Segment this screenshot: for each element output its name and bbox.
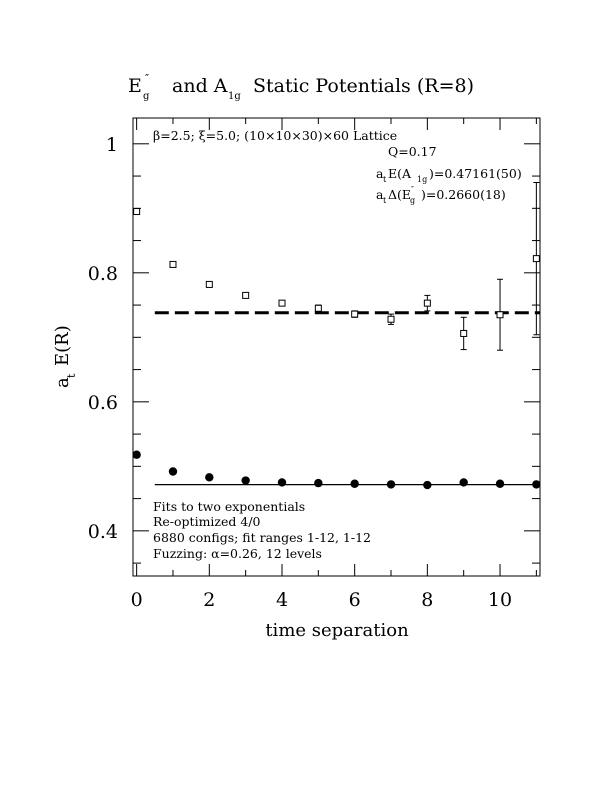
x-tick-label: 4: [276, 589, 288, 611]
data-point-square: [460, 329, 468, 337]
axis-tick-labels: 0 2 4 6 8 10 0.4 0.6 0.8 1: [88, 134, 512, 611]
data-point-square: [496, 311, 504, 319]
title-a: and A: [172, 75, 228, 97]
data-point-circle: [132, 450, 141, 459]
data-point-circle: [168, 467, 178, 476]
y-label-rest: E(R): [52, 325, 73, 366]
data-point-square: [242, 291, 250, 299]
y-label-sub: t: [65, 373, 78, 378]
data-point-square: [532, 255, 540, 263]
data-point-square: [387, 315, 395, 323]
data-point-circle: [459, 478, 468, 487]
data-point-square: [314, 304, 322, 312]
data-point-circle: [532, 480, 541, 489]
data-point-square: [278, 299, 286, 307]
annotation-energy-sub-1g: 1g: [417, 175, 427, 184]
y-label-a: a: [52, 377, 73, 388]
x-tick-label: 10: [488, 589, 512, 611]
y-tick-label: 0.6: [88, 392, 118, 414]
title-rest: Static Potentials (R=8): [253, 75, 474, 97]
data-point-square: [205, 280, 213, 288]
y-axis-label: a t E(R): [52, 325, 78, 388]
annotation-gap-mid: Δ(E: [388, 187, 411, 202]
annotations-top: β=2.5; ξ=5.0; (10×10×30)×60 Lattice Q=0.…: [153, 128, 522, 205]
data-point-square: [351, 310, 359, 318]
data-point-circle: [205, 473, 214, 482]
title-e-sup: ″: [145, 72, 149, 85]
y-tick-label: 1: [106, 134, 118, 156]
x-tick-label: 8: [421, 589, 433, 611]
annotation-gap-a: a: [376, 187, 384, 202]
fit-note-2: Re-optimized 4/0: [153, 514, 261, 529]
data-point-circle: [277, 478, 287, 487]
data-point-square: [169, 260, 177, 268]
y-tick-label: 0.8: [88, 263, 118, 285]
plot-frame: [132, 117, 541, 577]
axis-ticks: [133, 118, 540, 576]
annotation-energy-value: )=0.47161(50): [429, 166, 522, 181]
fit-note-3: 6880 configs; fit ranges 1-12, 1-12: [153, 530, 371, 545]
data-point-circle: [241, 476, 250, 485]
fit-lines: [154, 311, 540, 486]
annotation-lattice: β=2.5; ξ=5.0; (10×10×30)×60 Lattice: [153, 128, 397, 143]
fit-note-1: Fits to two exponentials: [153, 499, 305, 514]
annotation-energy-a: a: [376, 166, 384, 181]
annotation-energy-sub-t: t: [383, 175, 387, 184]
data-point-circle: [350, 479, 359, 488]
data-point-circle: [386, 480, 396, 489]
title-a-sub: 1g: [228, 91, 241, 102]
data-point-square: [423, 299, 431, 307]
annotations-fit-notes: Fits to two exponentials Re-optimized 4/…: [153, 499, 371, 561]
data-point-circle: [423, 480, 432, 490]
title-e: E: [128, 75, 142, 97]
annotation-gap-sub-t: t: [383, 196, 387, 205]
annotation-gap-value: )=0.2660(18): [421, 187, 506, 202]
data-points: [132, 182, 541, 490]
annotation-gap-sup: ″: [411, 185, 414, 194]
chart-title: E ″ g and A 1g Static Potentials (R=8): [128, 72, 474, 102]
annotation-energy-mid: E(A: [388, 166, 412, 181]
x-axis-label: time separation: [265, 620, 409, 641]
annotation-gap-sub-g: g: [410, 196, 415, 205]
x-tick-label: 0: [131, 589, 143, 611]
data-point-square: [133, 208, 141, 216]
y-tick-label: 0.4: [88, 521, 118, 543]
annotation-q: Q=0.17: [388, 144, 437, 159]
data-point-circle: [314, 478, 323, 488]
x-tick-label: 6: [349, 589, 361, 611]
x-tick-label: 2: [203, 589, 215, 611]
data-point-circle: [495, 479, 505, 488]
fit-note-4: Fuzzing: α=0.26, 12 levels: [153, 546, 322, 561]
title-e-sub: g: [143, 91, 150, 102]
